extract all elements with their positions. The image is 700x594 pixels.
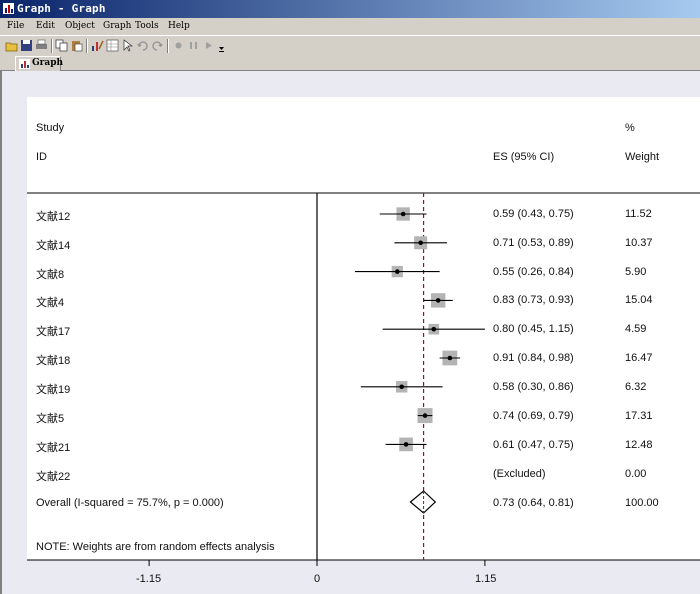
undo-icon[interactable]	[136, 39, 149, 52]
row-es: (Excluded)	[493, 468, 546, 480]
pointer-icon[interactable]	[121, 39, 134, 52]
row-weight: 12.48	[625, 439, 653, 451]
menu-object[interactable]: Object	[65, 21, 95, 31]
row-es: 0.61 (0.47, 0.75)	[493, 439, 574, 451]
overall-weight: 100.00	[625, 497, 659, 509]
row-label: 文献18	[36, 355, 71, 367]
row-es: 0.55 (0.26, 0.84)	[493, 266, 574, 278]
window-title: Graph - Graph	[17, 2, 106, 15]
note-text: NOTE: Weights are from random effects an…	[36, 541, 275, 553]
graph-tab-icon	[19, 59, 30, 69]
plot-region	[27, 97, 700, 560]
row-label: 文献14	[36, 240, 71, 252]
row-es: 0.59 (0.43, 0.75)	[493, 208, 574, 220]
redo-icon[interactable]	[151, 39, 164, 52]
study-point	[447, 355, 453, 361]
row-weight: 4.59	[625, 323, 647, 335]
row-es: 0.91 (0.84, 0.98)	[493, 352, 574, 364]
study-point	[400, 211, 406, 217]
study-point	[395, 269, 400, 274]
header-es: ES (95% CI)	[493, 151, 555, 163]
row-weight: 16.47	[625, 352, 653, 364]
overall-diamond	[409, 490, 437, 514]
study-point	[422, 413, 428, 418]
tab-strip: Graph	[0, 56, 700, 71]
graph-app-icon	[3, 3, 14, 14]
row-weight: 10.37	[625, 237, 653, 249]
study-point	[399, 384, 404, 390]
axis-tick-label: 1.15	[475, 573, 497, 585]
row-es: 0.58 (0.30, 0.86)	[493, 381, 574, 393]
axis-tick-label: 0	[314, 573, 321, 585]
row-label: 文献17	[36, 326, 71, 338]
row-label: 文献22	[36, 471, 71, 483]
tab-label: Graph	[32, 58, 64, 68]
row-weight: 0.00	[625, 468, 647, 480]
menu-graph[interactable]: Graph	[103, 21, 132, 31]
row-label: 文献8	[36, 269, 65, 281]
toolbar-separator	[86, 39, 88, 53]
toolbar	[0, 35, 700, 57]
row-es: 0.71 (0.53, 0.89)	[493, 237, 574, 249]
study-point	[403, 442, 409, 447]
row-es: 0.83 (0.73, 0.93)	[493, 294, 574, 306]
toolbar-separator	[167, 39, 169, 53]
row-label: 文献19	[36, 384, 71, 396]
row-es: 0.80 (0.45, 1.15)	[493, 323, 574, 335]
data-editor-icon[interactable]	[106, 39, 119, 52]
row-label: 文献5	[36, 413, 65, 425]
pause-icon[interactable]	[187, 39, 200, 52]
menu-tools[interactable]: Tools	[135, 21, 159, 31]
row-label: 文献4	[36, 297, 65, 309]
menu-bar: File Edit Object Graph Tools Help	[0, 18, 700, 35]
study-point	[418, 240, 423, 246]
tab-graph[interactable]: Graph	[15, 56, 64, 71]
title-bar: Graph - Graph	[0, 0, 700, 18]
row-label: 文献12	[36, 211, 71, 223]
study-point	[435, 298, 441, 303]
graph-editor-icon[interactable]	[91, 39, 104, 52]
header-weight: Weight	[625, 151, 660, 163]
record-icon[interactable]	[172, 39, 185, 52]
open-icon[interactable]	[5, 39, 18, 52]
row-weight: 6.32	[625, 381, 647, 393]
row-label: 文献21	[36, 442, 71, 454]
toolbar-separator	[51, 39, 53, 53]
menu-edit[interactable]: Edit	[36, 21, 55, 31]
header-percent: %	[625, 122, 635, 134]
row-weight: 15.04	[625, 294, 653, 306]
row-weight: 11.52	[625, 208, 652, 220]
study-point	[431, 326, 437, 332]
paste-icon[interactable]	[70, 39, 83, 52]
save-icon[interactable]	[20, 39, 33, 52]
header-id: ID	[36, 151, 47, 163]
header-study: Study	[36, 122, 65, 134]
toolbar-overflow-icon[interactable]	[217, 39, 226, 52]
overall-es: 0.73 (0.64, 0.81)	[493, 497, 574, 509]
play-icon[interactable]	[202, 39, 215, 52]
print-icon[interactable]	[35, 39, 48, 52]
row-weight: 17.31	[625, 410, 653, 422]
row-weight: 5.90	[625, 266, 647, 278]
menu-help[interactable]: Help	[168, 21, 190, 31]
axis-tick-label: -1.15	[136, 573, 162, 585]
row-es: 0.74 (0.69, 0.79)	[493, 410, 574, 422]
copy-icon[interactable]	[55, 39, 68, 52]
overall-label: Overall (I-squared = 75.7%, p = 0.000)	[36, 497, 224, 509]
menu-file[interactable]: File	[7, 21, 25, 31]
